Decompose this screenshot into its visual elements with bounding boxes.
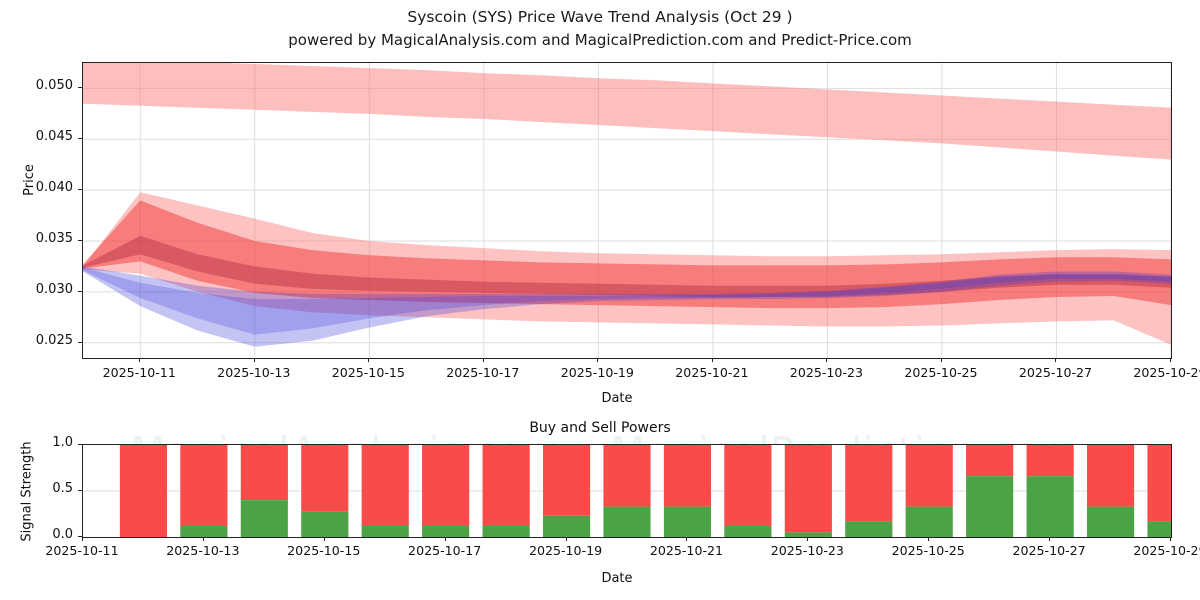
signal-x-tick-mark xyxy=(565,537,567,541)
signal-x-tick-label: 2025-10-29 xyxy=(1133,543,1200,558)
page-title: Syscoin (SYS) Price Wave Trend Analysis … xyxy=(407,8,793,26)
price-y-tick-label: 0.030 xyxy=(35,281,73,297)
price-x-tick-mark xyxy=(368,358,370,362)
price-y-tick-mark xyxy=(78,341,82,343)
signal-x-tick-mark xyxy=(1170,537,1171,541)
price-chart-plot-area xyxy=(82,62,1172,359)
price-x-tick-mark xyxy=(711,358,713,362)
signal-x-tick-label: 2025-10-19 xyxy=(528,543,603,558)
price-x-tick-label: 2025-10-11 xyxy=(102,365,176,380)
signal-x-tick-mark xyxy=(444,537,446,541)
signal-x-tick-label: 2025-10-13 xyxy=(166,543,240,558)
price-y-tick-label: 0.025 xyxy=(35,332,73,348)
signal-x-tick-label: 2025-10-11 xyxy=(45,543,119,558)
signal-y-tick-mark xyxy=(78,490,82,491)
price-x-tick-label: 2025-10-23 xyxy=(789,365,864,380)
price-x-tick-label: 2025-10-27 xyxy=(1018,365,1093,380)
price-y-tick-mark xyxy=(78,189,82,191)
signal-x-tick-mark xyxy=(928,537,930,541)
price-y-tick-mark xyxy=(78,87,82,89)
signal-x-tick-label: 2025-10-23 xyxy=(770,543,844,558)
price-x-tick-mark xyxy=(482,358,484,362)
price-x-tick-label: 2025-10-29 xyxy=(1133,365,1200,380)
price-x-tick-label: 2025-10-25 xyxy=(904,365,978,380)
signal-chart-title: Buy and Sell Powers xyxy=(529,420,671,436)
price-x-tick-mark xyxy=(1055,358,1057,362)
signal-y-tick-mark xyxy=(78,536,82,537)
signal-y-tick-mark xyxy=(78,444,82,445)
signal-x-axis-title: Date xyxy=(601,571,633,586)
price-x-tick-mark xyxy=(139,358,141,362)
signal-x-tick-mark xyxy=(686,537,688,541)
price-y-tick-label: 0.040 xyxy=(35,180,73,196)
price-x-tick-label: 2025-10-13 xyxy=(217,365,291,380)
price-y-tick-mark xyxy=(78,138,82,140)
price-y-tick-mark xyxy=(78,290,82,292)
signal-x-tick-mark xyxy=(323,537,325,541)
price-x-tick-label: 2025-10-15 xyxy=(331,365,405,380)
price-x-axis-title: Date xyxy=(601,391,633,406)
signal-x-tick-mark xyxy=(82,537,83,541)
price-y-tick-label: 0.050 xyxy=(35,78,73,94)
price-y-tick-label: 0.045 xyxy=(35,129,73,145)
price-x-tick-mark xyxy=(826,358,828,362)
signal-x-tick-label: 2025-10-21 xyxy=(649,543,724,558)
signal-chart-svg xyxy=(83,445,1171,537)
signal-chart-plot-area xyxy=(82,444,1172,538)
price-x-tick-mark xyxy=(1170,358,1171,362)
price-y-axis-title: Price xyxy=(22,164,37,196)
price-x-tick-mark xyxy=(597,358,599,362)
page-subtitle: powered by MagicalAnalysis.com and Magic… xyxy=(288,31,912,49)
signal-x-tick-mark xyxy=(202,537,204,541)
signal-x-tick-label: 2025-10-25 xyxy=(891,543,965,558)
signal-x-tick-label: 2025-10-27 xyxy=(1012,543,1086,558)
signal-y-tick-label: 0.0 xyxy=(52,527,73,542)
signal-y-tick-label: 1.0 xyxy=(52,435,73,450)
price-x-tick-mark xyxy=(940,358,942,362)
price-chart-svg xyxy=(83,63,1171,358)
signal-x-tick-label: 2025-10-17 xyxy=(408,543,482,558)
signal-x-tick-label: 2025-10-15 xyxy=(287,543,361,558)
price-x-tick-mark xyxy=(253,358,255,362)
price-y-tick-label: 0.035 xyxy=(35,231,73,247)
price-x-tick-label: 2025-10-21 xyxy=(675,365,749,380)
signal-x-tick-mark xyxy=(1049,537,1051,541)
price-x-tick-label: 2025-10-17 xyxy=(446,365,520,380)
signal-x-tick-mark xyxy=(807,537,809,541)
signal-y-tick-label: 0.5 xyxy=(52,481,73,496)
price-x-tick-label: 2025-10-19 xyxy=(560,365,634,380)
signal-y-axis-title: Signal Strength xyxy=(19,441,35,542)
price-y-tick-mark xyxy=(78,240,82,242)
